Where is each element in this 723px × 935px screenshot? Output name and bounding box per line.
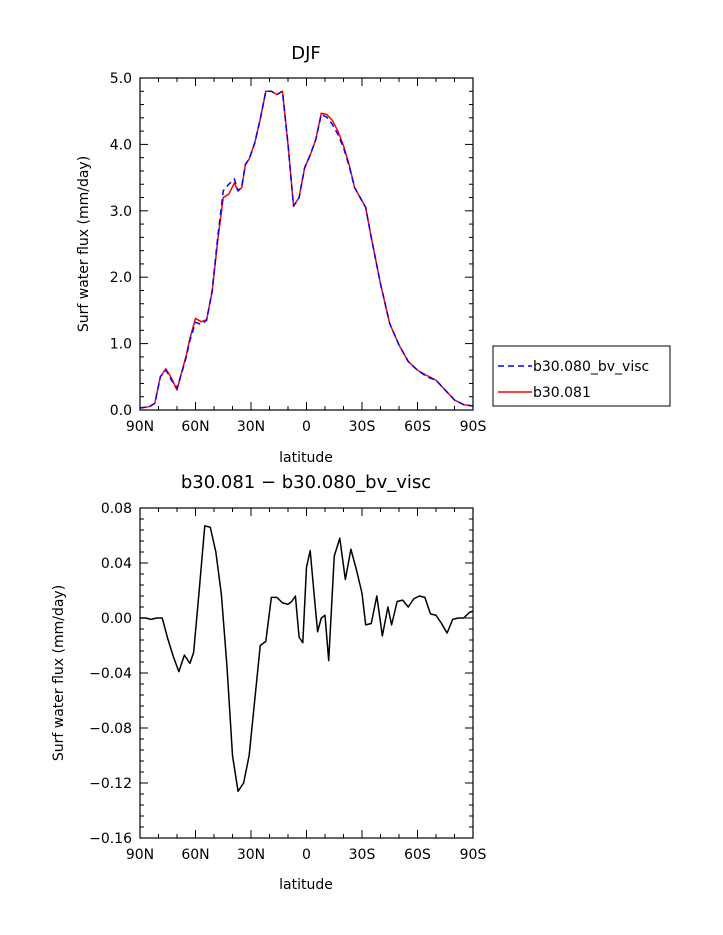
bottom-y-tick-label: −0.16 (89, 831, 132, 847)
bottom-panel: b30.081 − b30.080_bv_visc latitude Surf … (51, 472, 486, 893)
bottom-y-tick-label: 0.04 (101, 556, 132, 572)
bottom-title: b30.081 − b30.080_bv_visc (181, 472, 431, 493)
top-x-tick-label: 90N (126, 419, 154, 435)
top-y-axis-label: Surf water flux (mm/day) (76, 156, 92, 332)
bottom-y-tick-label: −0.04 (89, 666, 132, 682)
top-x-axis-label: latitude (279, 450, 333, 466)
top-y-tick-label: 1.0 (110, 337, 132, 353)
bottom-y-tick-label: −0.08 (89, 721, 132, 737)
top-y-tick-label: 5.0 (110, 71, 132, 87)
bottom-x-axis-label: latitude (279, 877, 333, 893)
bottom-x-tick-label: 30N (237, 847, 265, 863)
top-x-tick-label: 30S (349, 419, 376, 435)
bottom-series (140, 525, 474, 792)
bottom-x-tick-label: 0 (302, 847, 311, 863)
top-x-tick-label: 60S (404, 419, 431, 435)
bottom-y-axis-label: Surf water flux (mm/day) (51, 585, 67, 761)
legend: b30.080_bv_visc b30.081 (492, 345, 671, 407)
top-panel: DJF latitude Surf water flux (mm/day) 90… (76, 43, 486, 466)
legend-label-b30-081: b30.081 (533, 385, 591, 401)
bottom-y-tick-label: 0.08 (101, 501, 132, 517)
bottom-x-tick-label: 90N (126, 847, 154, 863)
top-y-tick-label: 4.0 (110, 137, 132, 153)
bottom-ticks: 90N 60N 30N 0 30S 60S 90S −0.16 −0.12 −0.08 −0.04 0… (89, 501, 486, 863)
top-title: DJF (291, 43, 321, 64)
top-x-tick-label: 0 (302, 419, 311, 435)
top-series-line-1 (139, 90, 474, 409)
top-x-tick-label: 90S (460, 419, 487, 435)
bottom-series-line-0 (140, 525, 474, 792)
top-y-tick-label: 0.0 (110, 403, 132, 419)
top-y-tick-label: 2.0 (110, 270, 132, 286)
bottom-y-tick-label: 0.00 (101, 611, 132, 627)
bottom-plot-frame (139, 507, 474, 839)
bottom-x-tick-label: 60S (404, 847, 431, 863)
bottom-x-tick-label: 30S (349, 847, 376, 863)
top-x-tick-label: 60N (181, 419, 209, 435)
top-series (139, 90, 474, 409)
legend-box (492, 345, 671, 407)
top-y-tick-label: 3.0 (110, 204, 132, 220)
top-series-line-0 (139, 90, 474, 409)
bottom-y-tick-label: −0.12 (89, 776, 132, 792)
top-ticks: 90N 60N 30N 0 30S 60S 90S 0.0 1.0 2.0 3.0 4.0 5.0 (110, 71, 487, 435)
top-x-tick-label: 30N (237, 419, 265, 435)
top-plot-frame (139, 77, 474, 411)
bottom-x-tick-label: 60N (181, 847, 209, 863)
bottom-x-tick-label: 90S (460, 847, 487, 863)
legend-label-b30-080-bv-visc: b30.080_bv_visc (533, 359, 649, 375)
